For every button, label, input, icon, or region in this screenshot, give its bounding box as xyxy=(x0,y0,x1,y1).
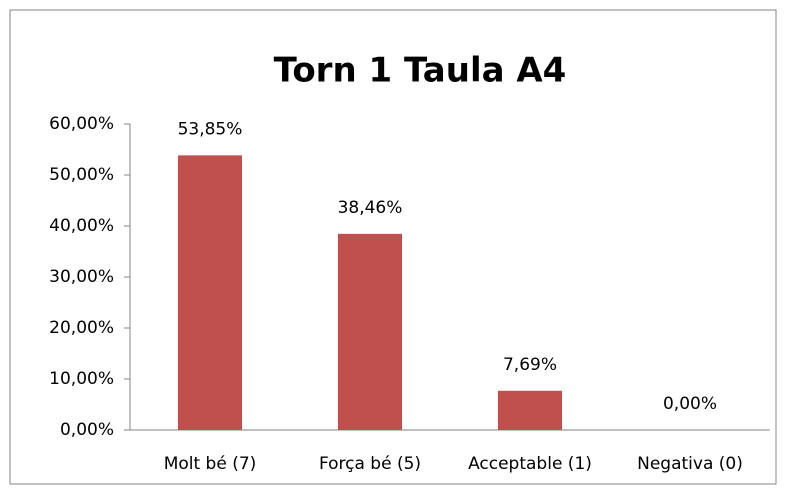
y-tick-label: 50,00% xyxy=(49,165,114,185)
x-tick-label: Força bé (5) xyxy=(319,454,421,474)
bar xyxy=(338,233,402,430)
x-tick-label: Acceptable (1) xyxy=(468,454,592,474)
data-label: 0,00% xyxy=(663,394,717,414)
bar xyxy=(178,155,242,431)
y-tick-label: 60,00% xyxy=(49,114,114,134)
y-tick-label: 0,00% xyxy=(60,420,114,440)
y-tick-label: 40,00% xyxy=(49,216,114,236)
chart-title: Torn 1 Taula A4 xyxy=(274,51,567,91)
bar xyxy=(498,390,562,430)
y-tick-label: 10,00% xyxy=(49,369,114,389)
x-tick-label: Molt bé (7) xyxy=(164,454,257,474)
y-tick-label: 30,00% xyxy=(49,267,114,287)
data-label: 38,46% xyxy=(338,198,403,218)
data-label: 7,69% xyxy=(503,355,557,375)
x-tick-label: Negativa (0) xyxy=(637,454,743,474)
y-tick-label: 20,00% xyxy=(49,318,114,338)
data-label: 53,85% xyxy=(178,119,243,139)
